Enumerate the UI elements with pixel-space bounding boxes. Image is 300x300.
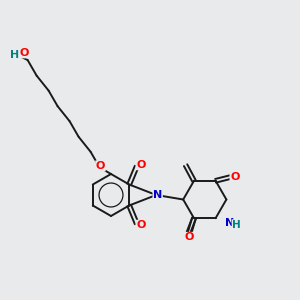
Text: H: H [10, 50, 19, 60]
Text: O: O [96, 161, 105, 171]
Text: O: O [136, 220, 146, 230]
Text: N: N [153, 190, 162, 200]
Text: O: O [185, 232, 194, 242]
Text: O: O [19, 48, 28, 58]
Text: H: H [232, 220, 241, 230]
Text: O: O [136, 160, 146, 170]
Text: N: N [225, 218, 234, 228]
Text: O: O [230, 172, 239, 182]
